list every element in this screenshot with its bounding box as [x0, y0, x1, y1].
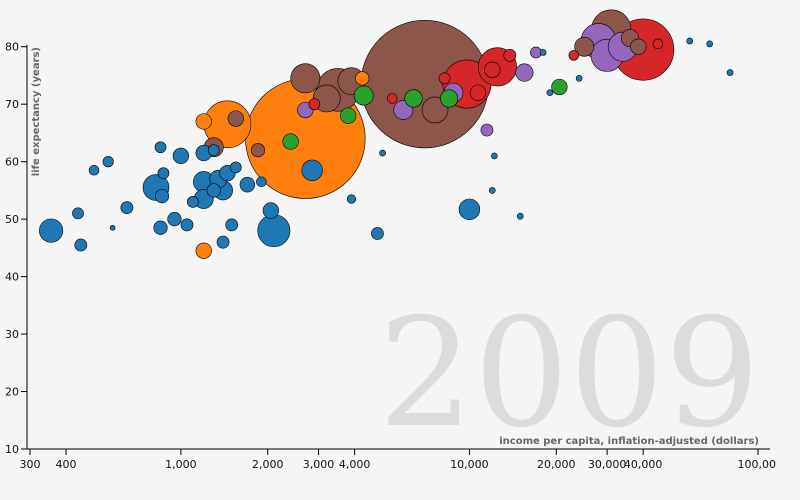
data-point [206, 183, 221, 198]
data-point [186, 196, 199, 208]
data-points [39, 9, 734, 259]
x-tick-label: 300 [20, 458, 41, 471]
data-point [250, 143, 266, 158]
data-point [379, 149, 386, 157]
y-tick-label: 70 [5, 98, 19, 111]
y-tick-label: 80 [5, 41, 19, 54]
data-point [229, 161, 242, 174]
data-point [371, 227, 384, 240]
x-tick-label: 100,00 [738, 458, 777, 471]
data-point [207, 144, 220, 157]
x-axis-title: income per capita, inflation-adjusted (d… [499, 436, 759, 447]
data-point [257, 214, 291, 248]
data-point [386, 93, 398, 104]
data-point [480, 123, 494, 137]
data-point [153, 220, 168, 235]
data-point [239, 176, 256, 193]
x-tick-label: 10,000 [450, 458, 489, 471]
data-point [515, 63, 534, 82]
y-axis-ticks: 10 20 30 40 50 60 70 80 [5, 41, 27, 456]
x-tick-label: 1,000 [165, 458, 197, 471]
data-point [503, 48, 517, 62]
data-point [353, 85, 374, 106]
data-point [262, 202, 279, 219]
data-point [484, 61, 501, 78]
data-point [290, 63, 321, 94]
data-point [539, 49, 547, 56]
data-point [652, 38, 664, 50]
data-point [154, 141, 167, 154]
data-point [225, 218, 239, 232]
data-point [726, 69, 734, 76]
data-point [438, 72, 451, 85]
x-tick-label: 3,000 [303, 458, 335, 471]
x-tick-label: 2,000 [252, 458, 284, 471]
data-point [102, 156, 114, 168]
y-tick-label: 40 [5, 271, 19, 284]
x-tick-label: 40,000 [624, 458, 663, 471]
data-point [575, 75, 583, 82]
data-point [551, 78, 568, 96]
data-point [469, 84, 487, 101]
data-point [195, 113, 212, 130]
data-point [516, 212, 524, 220]
data-point [630, 38, 647, 55]
data-point [74, 238, 88, 252]
data-point [172, 147, 190, 165]
data-point [491, 152, 498, 160]
y-tick-label: 60 [5, 156, 19, 169]
x-tick-label: 20,000 [537, 458, 576, 471]
data-point [72, 207, 84, 220]
data-point [546, 89, 554, 97]
data-point [355, 71, 370, 86]
data-point [301, 159, 323, 181]
data-point [686, 37, 694, 45]
y-tick-label: 50 [5, 213, 19, 226]
data-point [195, 242, 212, 259]
data-point [167, 212, 182, 227]
data-point [256, 176, 267, 188]
y-tick-label: 30 [5, 328, 19, 341]
data-point [88, 165, 100, 176]
y-tick-label: 10 [5, 443, 19, 456]
data-point [404, 89, 423, 108]
data-point [340, 107, 357, 124]
data-point [706, 40, 713, 48]
data-point [180, 218, 194, 232]
x-axis-ticks: 300 400 1,000 2,000 3,000 4,000 10,000 20,000 30… [20, 449, 777, 471]
data-point [157, 167, 170, 179]
x-tick-label: 4,000 [339, 458, 371, 471]
data-point [154, 189, 170, 204]
data-point [308, 98, 321, 111]
data-point [120, 201, 134, 215]
data-point [227, 110, 244, 127]
x-tick-label: 30,000 [588, 458, 627, 471]
y-axis-title: life expectancy (years) [31, 47, 42, 176]
data-point [282, 133, 299, 150]
data-point [109, 224, 116, 231]
data-point [458, 198, 481, 221]
data-point [440, 89, 459, 108]
y-tick-label: 20 [5, 386, 19, 399]
data-point [568, 50, 580, 61]
x-tick-label: 400 [56, 458, 77, 471]
data-point [574, 36, 595, 57]
data-point [346, 194, 357, 204]
year-label: 2009 [378, 287, 760, 461]
data-point [39, 218, 64, 243]
data-point [216, 235, 230, 249]
data-point [488, 187, 496, 194]
